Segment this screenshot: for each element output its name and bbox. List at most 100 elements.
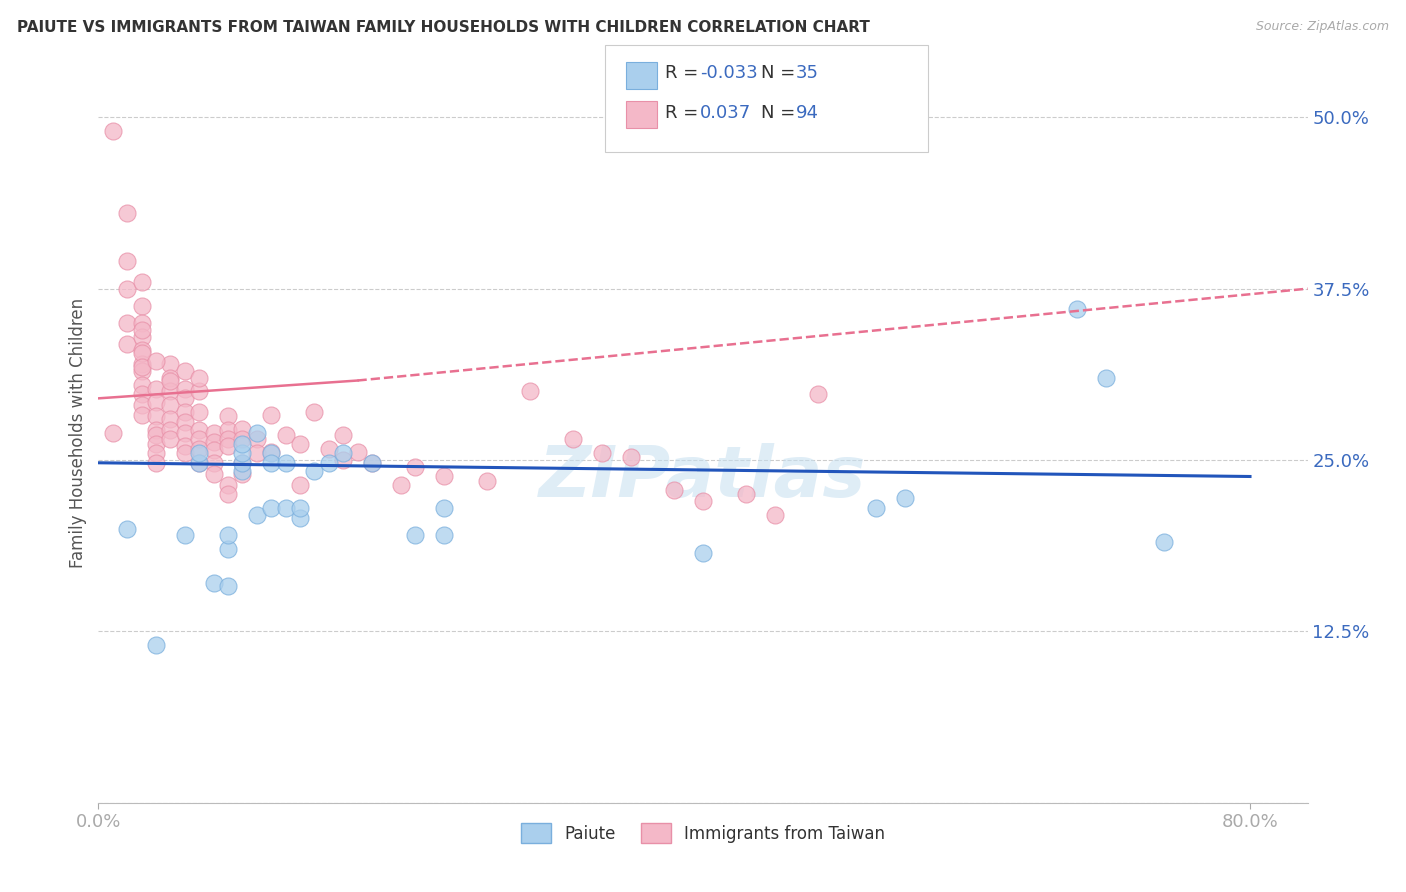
Point [246, 446, 269, 460]
Text: N =: N = [761, 104, 800, 122]
Point [231, 467, 253, 481]
Point [246, 425, 269, 440]
Point [131, 300, 153, 314]
Point [332, 428, 354, 442]
Point [433, 501, 456, 516]
Y-axis label: Family Households with Children: Family Households with Children [69, 298, 87, 567]
Point [202, 576, 225, 591]
Point [217, 542, 239, 557]
Point [188, 371, 211, 385]
Point [188, 405, 211, 419]
Point [1066, 302, 1088, 317]
Point [217, 528, 239, 542]
Text: N =: N = [761, 64, 800, 82]
Point [131, 329, 153, 343]
Point [807, 387, 830, 401]
Point [433, 528, 456, 542]
Point [188, 384, 211, 399]
Point [217, 477, 239, 491]
Point [131, 343, 153, 358]
Point [288, 501, 311, 516]
Point [304, 464, 326, 478]
Point [361, 456, 384, 470]
Point [115, 336, 138, 351]
Point [217, 487, 239, 501]
Point [246, 433, 269, 447]
Point [173, 439, 195, 453]
Point [260, 501, 283, 516]
Point [346, 445, 368, 459]
Point [591, 446, 613, 460]
Point [735, 487, 758, 501]
Legend: Paiute, Immigrants from Taiwan: Paiute, Immigrants from Taiwan [515, 816, 891, 850]
Point [562, 433, 585, 447]
Text: 0.037: 0.037 [700, 104, 751, 122]
Point [159, 371, 181, 385]
Point [145, 409, 167, 424]
Point [217, 409, 239, 424]
Point [664, 483, 686, 498]
Point [145, 638, 167, 652]
Point [519, 384, 541, 399]
Point [188, 446, 211, 460]
Point [173, 415, 195, 429]
Point [202, 443, 225, 458]
Point [188, 456, 211, 470]
Point [318, 456, 340, 470]
Point [173, 382, 195, 396]
Point [145, 382, 167, 396]
Point [246, 508, 269, 522]
Point [274, 501, 297, 516]
Point [188, 442, 211, 456]
Point [115, 254, 138, 268]
Point [404, 528, 426, 542]
Point [361, 456, 384, 470]
Point [145, 456, 167, 470]
Point [1095, 371, 1118, 385]
Point [101, 425, 124, 440]
Point [159, 412, 181, 426]
Point [231, 446, 253, 460]
Point [893, 491, 915, 506]
Point [217, 423, 239, 437]
Point [115, 282, 138, 296]
Point [231, 421, 253, 435]
Text: PAIUTE VS IMMIGRANTS FROM TAIWAN FAMILY HOUSEHOLDS WITH CHILDREN CORRELATION CHA: PAIUTE VS IMMIGRANTS FROM TAIWAN FAMILY … [17, 20, 870, 35]
Text: 94: 94 [796, 104, 818, 122]
Text: ZIPatlas: ZIPatlas [540, 442, 866, 511]
Point [173, 528, 195, 542]
Point [159, 398, 181, 412]
Point [159, 433, 181, 447]
Text: -0.033: -0.033 [700, 64, 758, 82]
Point [173, 446, 195, 460]
Point [231, 436, 253, 450]
Point [692, 494, 714, 508]
Point [217, 579, 239, 593]
Point [202, 456, 225, 470]
Point [131, 357, 153, 371]
Point [865, 501, 887, 516]
Point [260, 446, 283, 460]
Point [131, 377, 153, 392]
Point [173, 392, 195, 406]
Point [332, 446, 354, 460]
Point [202, 467, 225, 481]
Point [288, 510, 311, 524]
Point [404, 459, 426, 474]
Point [433, 469, 456, 483]
Point [304, 405, 326, 419]
Point [288, 436, 311, 450]
Point [131, 323, 153, 337]
Point [145, 446, 167, 460]
Point [231, 433, 253, 447]
Point [188, 433, 211, 447]
Point [131, 275, 153, 289]
Point [231, 456, 253, 470]
Point [131, 364, 153, 378]
Point [131, 387, 153, 401]
Point [389, 477, 412, 491]
Text: R =: R = [665, 104, 710, 122]
Point [173, 425, 195, 440]
Point [1153, 535, 1175, 549]
Point [620, 450, 643, 465]
